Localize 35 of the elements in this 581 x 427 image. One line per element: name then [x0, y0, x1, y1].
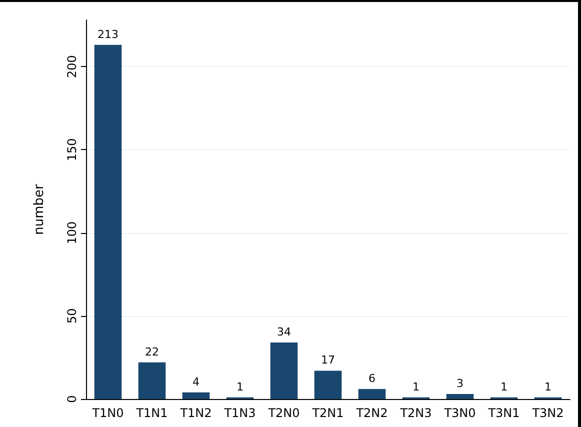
bar	[270, 342, 298, 399]
y-tick-label: 50	[65, 308, 79, 324]
bar	[182, 392, 210, 399]
x-tick-label: T2N0	[267, 406, 300, 420]
data-label: 34	[277, 325, 291, 338]
y-tick-label: 150	[65, 138, 79, 162]
data-label: 1	[412, 380, 420, 394]
bar	[314, 370, 342, 399]
y-axis-title: number	[32, 183, 47, 235]
data-label: 1	[236, 380, 244, 394]
x-tick-label: T2N1	[311, 406, 344, 420]
x-tick-label: T3N2	[531, 406, 564, 420]
y-tick-label: 0	[65, 395, 79, 403]
x-tick-label: T1N3	[223, 406, 256, 420]
data-label: 6	[368, 372, 376, 386]
data-label: 1	[500, 380, 508, 394]
data-label: 4	[192, 375, 200, 388]
data-label: 22	[145, 345, 159, 358]
x-tick-label: T2N2	[355, 406, 388, 420]
y-tick-label: 100	[65, 221, 79, 244]
x-tick-label: T3N1	[487, 406, 520, 420]
x-tick-label: T1N0	[91, 406, 124, 420]
data-label: 3	[456, 377, 464, 390]
data-label: 213	[98, 28, 118, 41]
bar	[446, 394, 474, 399]
data-label: 1	[544, 380, 552, 394]
bar	[138, 362, 166, 399]
data-label: 17	[321, 354, 335, 367]
y-tick-label: 200	[65, 55, 79, 78]
x-tick-label: T3N0	[443, 406, 476, 420]
x-tick-label: T1N2	[179, 406, 212, 420]
bar	[94, 44, 122, 399]
x-tick-label: T2N3	[399, 406, 432, 420]
bar	[358, 389, 386, 399]
x-tick-label: T1N1	[135, 406, 168, 420]
